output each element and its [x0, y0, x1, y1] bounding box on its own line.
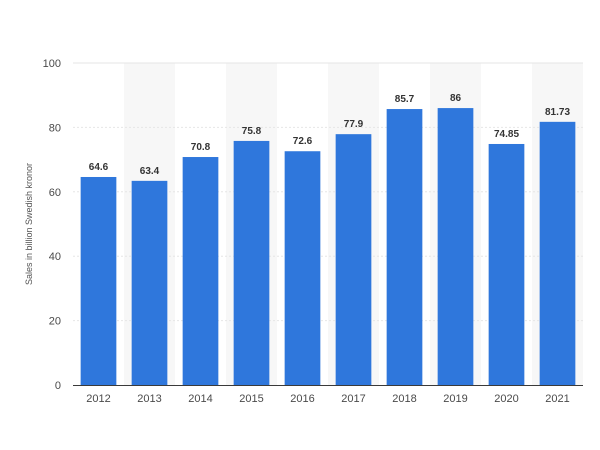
data-label-2018: 85.7: [395, 94, 415, 105]
data-label-2015: 75.8: [242, 126, 262, 137]
y-tick-label: 80: [49, 122, 61, 134]
data-label-2014: 70.8: [191, 142, 211, 153]
data-label-2016: 72.6: [293, 136, 313, 147]
y-tick-label: 60: [49, 187, 61, 199]
data-label-2017: 77.9: [344, 119, 364, 130]
y-axis-title: Sales in billion Swedish kronor: [24, 163, 34, 285]
x-tick-label: 2019: [443, 393, 467, 405]
x-tick-label: 2016: [290, 393, 314, 405]
bar-2013[interactable]: [131, 180, 168, 385]
bar-2020[interactable]: [488, 143, 525, 385]
data-labels: 64.6 63.4 70.8 75.8 72.6 77.9 85.7 86 74.85 81.73: [89, 93, 571, 177]
bars: [80, 108, 576, 386]
y-axis: 0 20 40 60 80 100: [43, 58, 61, 392]
data-label-2012: 64.6: [89, 162, 109, 173]
data-label-2013: 63.4: [140, 166, 160, 177]
bar-2021[interactable]: [539, 121, 576, 385]
x-tick-label: 2017: [341, 393, 365, 405]
x-tick-label: 2015: [239, 393, 263, 405]
x-tick-label: 2021: [545, 393, 569, 405]
x-axis: 2012 2013 2014 2015 2016 2017 2018 2019 2020 2021: [73, 385, 583, 405]
y-tick-label: 40: [49, 251, 61, 263]
bar-2012[interactable]: [80, 176, 117, 385]
bar-2019[interactable]: [437, 108, 474, 385]
bar-2017[interactable]: [335, 134, 372, 385]
data-label-2020: 74.85: [494, 129, 519, 140]
bar-2018[interactable]: [386, 109, 423, 386]
y-tick-label: 0: [55, 380, 61, 392]
x-tick-label: 2018: [392, 393, 416, 405]
bar-2016[interactable]: [284, 151, 321, 385]
bar-2014[interactable]: [182, 157, 219, 385]
x-tick-label: 2014: [188, 393, 212, 405]
data-label-2021: 81.73: [545, 107, 570, 118]
x-tick-label: 2020: [494, 393, 518, 405]
y-tick-label: 100: [43, 58, 61, 70]
x-tick-label: 2012: [86, 393, 110, 405]
y-tick-label: 20: [49, 316, 61, 328]
x-tick-label: 2013: [137, 393, 161, 405]
data-label-2019: 86: [450, 93, 462, 104]
bar-2015[interactable]: [233, 140, 270, 385]
